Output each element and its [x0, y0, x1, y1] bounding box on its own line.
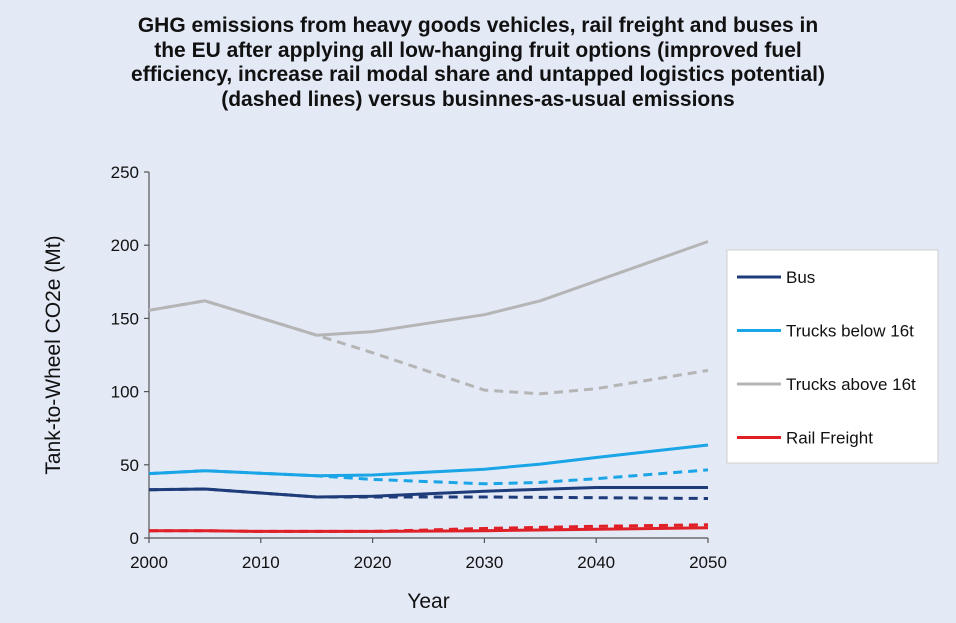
y-axis-title: Tank-to-Wheel CO2e (Mt) — [42, 235, 65, 474]
legend: Bus Trucks below 16t Trucks above 16t Rail … — [726, 249, 939, 464]
chart-title-line-2: the EU after applying all low-hanging fr… — [154, 38, 802, 62]
legend-label: Trucks below 16t — [786, 322, 914, 341]
y-tick-label: 0 — [130, 529, 139, 548]
legend-label: Rail Freight — [786, 429, 873, 448]
legend-label: Trucks above 16t — [786, 375, 916, 394]
y-tick-label: 100 — [111, 383, 139, 402]
series-line-trucks-below-16t-solid — [148, 443, 709, 478]
series-line-trucks-below-16t-dashed — [148, 468, 709, 486]
legend-label: Bus — [786, 268, 815, 287]
chart-title: GHG emissions from heavy goods vehicles,… — [0, 14, 956, 112]
y-tick-label: 200 — [111, 236, 139, 255]
x-tick-label: 2040 — [577, 553, 615, 572]
chart-title-line-3: efficiency, increase rail modal share an… — [131, 63, 825, 86]
y-tick-label: 150 — [111, 309, 139, 328]
x-tick-label: 2010 — [242, 553, 280, 572]
chart-title-line-1: GHG emissions from heavy goods vehicles,… — [137, 14, 819, 37]
x-tick-label: 2000 — [130, 553, 168, 572]
x-tick-label: 2020 — [354, 553, 392, 572]
x-tick-label: 2030 — [465, 553, 503, 572]
x-axis-title: Year — [407, 590, 449, 613]
series-layer — [148, 240, 709, 533]
chart-axes: 0 50 100 150 200 250 2000 2010 2020 2030 2040 2050 — [111, 163, 727, 572]
x-tick-label: 2050 — [689, 553, 727, 572]
chart-title-line-4: (dashed lines) versus businnes-as-usual … — [221, 87, 735, 111]
y-tick-label: 250 — [111, 163, 139, 182]
y-tick-label: 50 — [120, 456, 139, 475]
series-line-rail-freight-solid — [149, 526, 709, 533]
series-line-trucks-above-16t-solid — [148, 240, 709, 337]
series-line-bus-solid — [148, 486, 708, 499]
legend-box — [726, 249, 939, 464]
series-line-trucks-above-16t-dashed — [148, 299, 709, 396]
